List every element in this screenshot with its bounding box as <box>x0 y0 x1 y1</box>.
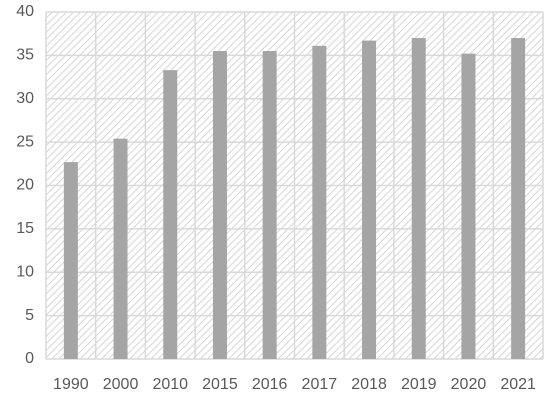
y-tick-label: 20 <box>16 177 34 194</box>
bar <box>511 38 526 360</box>
x-tick-label: 1990 <box>53 376 89 393</box>
bar <box>113 138 128 359</box>
x-tick-label: 2015 <box>202 376 238 393</box>
y-tick-label: 0 <box>25 350 34 367</box>
x-tick-label: 2016 <box>252 376 288 393</box>
bar <box>461 53 476 359</box>
y-tick-label: 40 <box>16 3 34 20</box>
x-tick-label: 2018 <box>351 376 387 393</box>
x-tick-label: 2020 <box>451 376 487 393</box>
x-tick-label: 2010 <box>152 376 188 393</box>
bar <box>163 70 178 359</box>
y-tick-label: 30 <box>16 90 34 107</box>
bar <box>411 38 426 360</box>
y-tick-label: 5 <box>25 307 34 324</box>
x-tick-label: 2000 <box>103 376 139 393</box>
x-tick-label: 2021 <box>500 376 536 393</box>
y-tick-label: 10 <box>16 263 34 280</box>
bar <box>362 40 377 359</box>
bar <box>262 51 277 359</box>
bar <box>312 45 327 360</box>
bar <box>212 51 227 359</box>
x-tick-label: 2019 <box>401 376 437 393</box>
x-tick-label: 2017 <box>302 376 338 393</box>
y-tick-label: 15 <box>16 220 34 237</box>
y-tick-label: 25 <box>16 133 34 150</box>
y-tick-label: 35 <box>16 47 34 64</box>
bar <box>63 162 78 359</box>
